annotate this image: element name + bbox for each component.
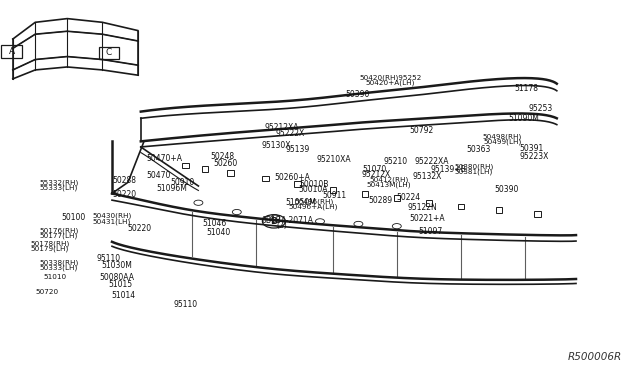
Text: 95130X: 95130X [262,141,291,150]
Text: 50431(LH): 50431(LH) [93,218,131,225]
Text: 50381(LH): 50381(LH) [454,169,493,175]
Text: 51014: 51014 [111,291,136,300]
Bar [362,191,368,197]
Bar [330,187,336,193]
Text: 51015: 51015 [108,280,132,289]
Text: 95139+B: 95139+B [430,165,466,174]
Text: B: B [271,217,277,226]
Text: 50413M(LH): 50413M(LH) [367,182,412,188]
Text: 50178(RH): 50178(RH) [31,240,70,247]
Text: 50430(RH): 50430(RH) [93,212,132,219]
Text: 95210: 95210 [383,157,408,166]
Text: 50220: 50220 [127,224,152,233]
Text: 0B1B4-2071A: 0B1B4-2071A [262,216,314,225]
Text: 55332(RH): 55332(RH) [40,179,79,186]
Text: 50220: 50220 [113,190,137,199]
Text: 95212XA: 95212XA [264,123,299,132]
Text: (2): (2) [276,221,287,230]
Text: 50911: 50911 [322,191,346,200]
Text: 95223X: 95223X [520,153,549,161]
Bar [182,163,189,168]
Text: 50412(RH): 50412(RH) [369,176,409,183]
Bar [496,207,502,213]
Text: 50248: 50248 [211,153,235,161]
Bar [227,170,234,176]
Text: 51090M: 51090M [508,114,539,123]
Text: 50498(RH): 50498(RH) [483,134,522,140]
Text: 95222X: 95222X [275,129,305,138]
Text: 50496+A(LH): 50496+A(LH) [289,203,339,210]
Text: 50390: 50390 [495,185,519,194]
Text: 50910: 50910 [170,178,195,187]
Text: 51097: 51097 [418,227,442,236]
Text: 50420+A(LH): 50420+A(LH) [365,80,415,86]
Bar [458,203,464,209]
Text: 95210XA: 95210XA [317,155,351,164]
Text: 95212X: 95212X [362,170,391,179]
Text: A: A [8,47,15,56]
Text: 51010: 51010 [44,274,67,280]
Text: 50338(RH): 50338(RH) [40,259,79,266]
Text: 50792: 50792 [409,126,433,135]
Text: 50391: 50391 [519,144,543,153]
Bar [202,166,208,172]
Text: 95139: 95139 [285,145,310,154]
Text: 50224: 50224 [396,193,420,202]
Text: 51046: 51046 [202,219,227,228]
Text: 50100: 50100 [61,213,86,222]
Text: 95222XA: 95222XA [415,157,449,166]
Text: 51178: 51178 [514,84,538,93]
Bar [534,211,541,217]
Text: 55333(LH): 55333(LH) [40,185,78,191]
Text: 95110: 95110 [173,300,198,309]
Text: 50420(RH)95252: 50420(RH)95252 [359,74,422,81]
Text: 50221+A: 50221+A [410,214,445,223]
Text: 50080AA: 50080AA [100,273,134,282]
Bar [262,176,269,181]
Text: 50470: 50470 [147,171,171,180]
Text: 50010A: 50010A [299,185,328,194]
Text: 50380(RH): 50380(RH) [454,163,493,170]
Text: 51040: 51040 [207,228,231,237]
Text: 51030M: 51030M [102,262,132,270]
Text: 50390: 50390 [345,90,369,99]
Text: 50288: 50288 [113,176,137,185]
Text: 50179(LH): 50179(LH) [31,246,69,253]
Text: 95122N: 95122N [408,203,437,212]
Bar [294,182,301,187]
Text: 50010B: 50010B [299,180,328,189]
Text: 50496(RH): 50496(RH) [294,198,333,205]
Text: 50720: 50720 [35,289,58,295]
Text: 95132X: 95132X [413,172,442,181]
Bar [426,200,432,205]
Bar [394,195,400,201]
Text: 50176(RH): 50176(RH) [40,227,79,234]
Text: 50470+A: 50470+A [147,154,182,163]
Text: 50499(LH): 50499(LH) [483,139,522,145]
Text: 50363: 50363 [467,145,491,154]
Text: 50289: 50289 [369,196,393,205]
Text: 50260+A: 50260+A [274,173,310,182]
Text: 50260: 50260 [213,159,237,168]
Text: 51096M: 51096M [156,185,187,193]
Text: C: C [106,48,112,57]
Text: 51050M: 51050M [285,198,316,207]
Text: 95253: 95253 [529,104,553,113]
Text: 51070: 51070 [362,165,387,174]
Text: R500006R: R500006R [568,352,622,362]
Text: 95110: 95110 [97,254,121,263]
Text: 50177(LH): 50177(LH) [40,233,78,240]
Text: 50333(LH): 50333(LH) [40,264,78,271]
